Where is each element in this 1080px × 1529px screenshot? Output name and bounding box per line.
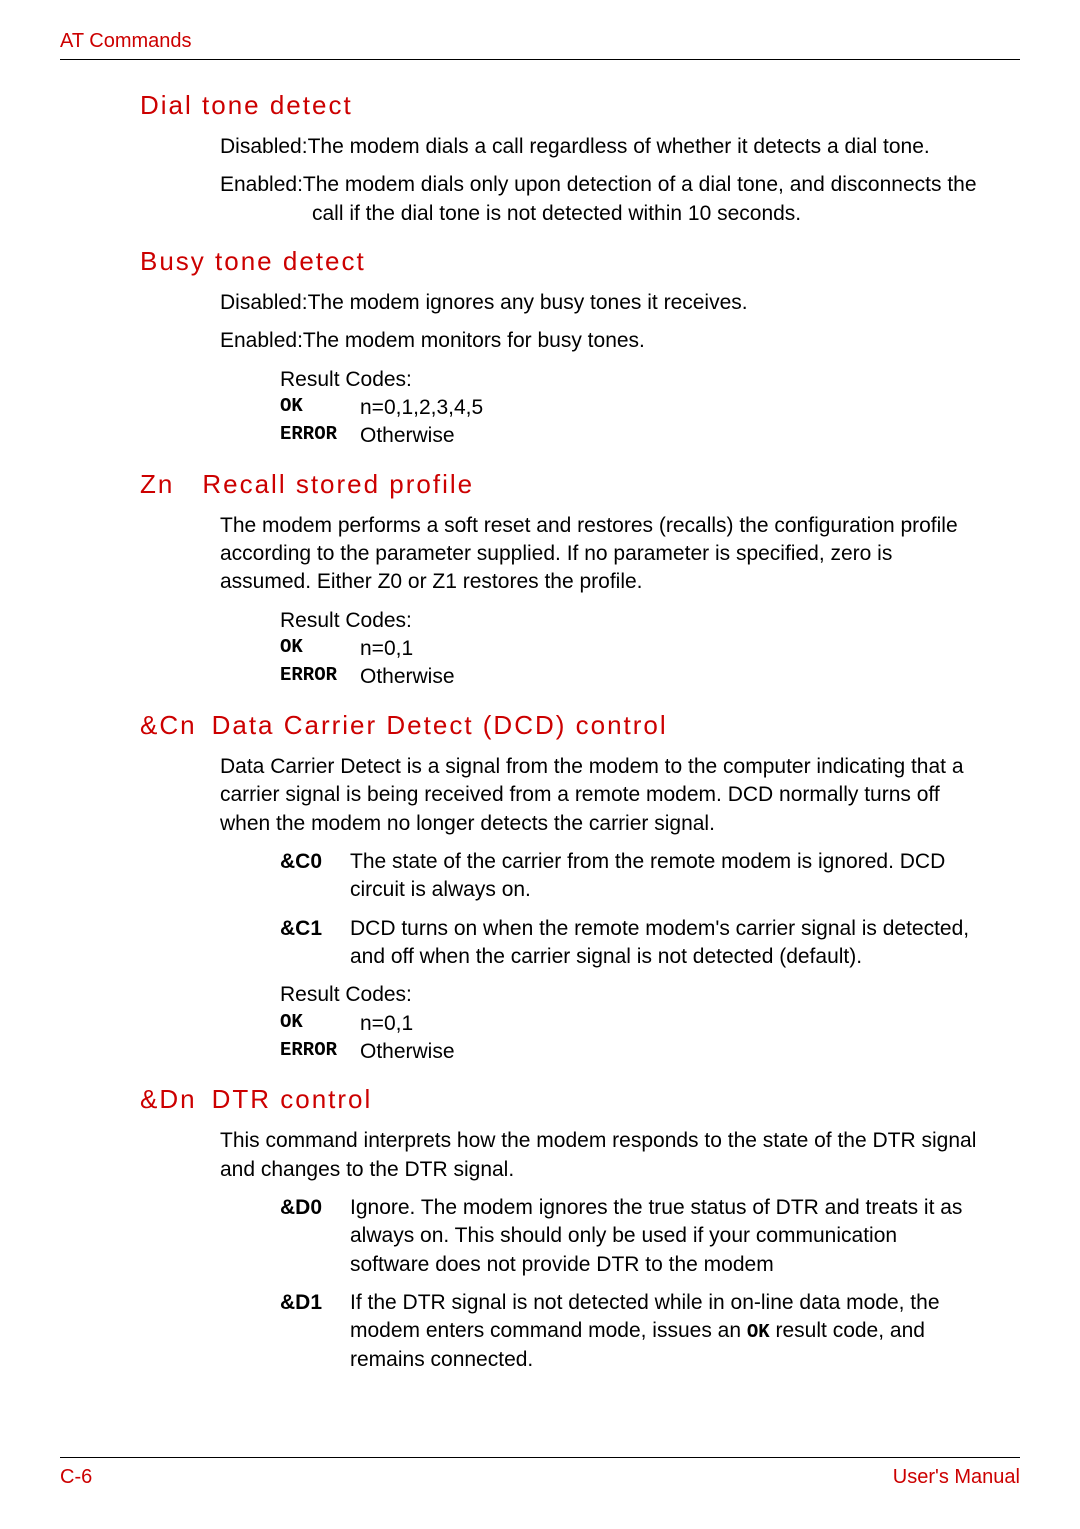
manual-label: User's Manual [893,1466,1020,1489]
cn-err-val: Otherwise [360,1038,455,1066]
dn-body: This command interprets how the modem re… [220,1127,980,1184]
cn-err-code: ERROR [280,1038,360,1066]
cn-opt-key: &C0 [280,848,350,905]
dial-disabled-label: Disabled: [220,135,308,158]
cn-err-row: ERROR Otherwise [280,1038,980,1066]
cn-result: Result Codes: OK n=0,1 ERROR Otherwise [280,981,980,1066]
busy-ok-code: OK [280,394,360,422]
page-number: C-6 [60,1466,92,1489]
busy-enabled-label: Enabled: [220,329,303,352]
zn-result: Result Codes: OK n=0,1 ERROR Otherwise [280,607,980,692]
busy-result: Result Codes: OK n=0,1,2,3,4,5 ERROR Oth… [280,366,980,451]
cn-opt-row: &C1 DCD turns on when the remote modem's… [280,915,980,972]
cn-opt-desc: The state of the carrier from the remote… [350,848,980,905]
cn-ok-val: n=0,1 [360,1010,413,1038]
zn-err-code: ERROR [280,663,360,691]
dn-body-text: This command interprets how the modem re… [220,1127,980,1184]
cn-opt-row: &C0 The state of the carrier from the re… [280,848,980,905]
zn-result-label: Result Codes: [280,607,980,635]
zn-body: The modem performs a soft reset and rest… [220,512,980,597]
zn-body-text: The modem performs a soft reset and rest… [220,512,980,597]
busy-enabled-text: The modem monitors for busy tones. [303,329,645,352]
zn-ok-code: OK [280,635,360,663]
busy-disabled: Disabled:The modem ignores any busy tone… [220,289,980,317]
zn-ok-row: OK n=0,1 [280,635,980,663]
busy-err-code: ERROR [280,422,360,450]
busy-body: Disabled:The modem ignores any busy tone… [220,289,980,356]
dn-opt-desc: If the DTR signal is not detected while … [350,1289,980,1374]
dial-body: Disabled:The modem dials a call regardle… [220,133,980,228]
busy-disabled-text: The modem ignores any busy tones it rece… [308,291,748,314]
cn-ok-code: OK [280,1010,360,1038]
top-rule [60,59,1020,60]
dn-d1-code: OK [747,1321,770,1343]
heading-zn: Zn Recall stored profile [140,469,1020,500]
dn-opt-row-d1: &D1 If the DTR signal is not detected wh… [280,1289,980,1374]
header-label: AT Commands [60,30,1020,53]
busy-err-row: ERROR Otherwise [280,422,980,450]
zn-ok-val: n=0,1 [360,635,413,663]
footer: C-6 User's Manual [60,1457,1020,1489]
dn-opt-key: &D0 [280,1194,350,1279]
busy-ok-row: OK n=0,1,2,3,4,5 [280,394,980,422]
dn-opt-key: &D1 [280,1289,350,1374]
dial-enabled: Enabled:The modem dials only upon detect… [220,171,980,228]
busy-err-val: Otherwise [360,422,455,450]
zn-err-val: Otherwise [360,663,455,691]
cn-result-label: Result Codes: [280,981,980,1009]
dn-options: &D0 Ignore. The modem ignores the true s… [280,1194,980,1374]
cn-opt-desc: DCD turns on when the remote modem's car… [350,915,980,972]
cn-options: &C0 The state of the carrier from the re… [280,848,980,971]
cn-body-text: Data Carrier Detect is a signal from the… [220,753,980,838]
cn-body: Data Carrier Detect is a signal from the… [220,753,980,838]
dn-opt-desc: Ignore. The modem ignores the true statu… [350,1194,980,1279]
dial-enabled-label: Enabled: [220,173,303,196]
dn-opt-row: &D0 Ignore. The modem ignores the true s… [280,1194,980,1279]
dial-enabled-text: The modem dials only upon detection of a… [303,173,977,224]
zn-err-row: ERROR Otherwise [280,663,980,691]
dial-disabled-text: The modem dials a call regardless of whe… [308,135,930,158]
busy-disabled-label: Disabled: [220,291,308,314]
busy-ok-val: n=0,1,2,3,4,5 [360,394,483,422]
dial-disabled: Disabled:The modem dials a call regardle… [220,133,980,161]
busy-enabled: Enabled:The modem monitors for busy tone… [220,327,980,355]
heading-dial-tone: Dial tone detect [140,90,1020,121]
busy-result-label: Result Codes: [280,366,980,394]
heading-dn: &Dn DTR control [140,1084,1020,1115]
cn-opt-key: &C1 [280,915,350,972]
heading-cn: &Cn Data Carrier Detect (DCD) control [140,710,1020,741]
bottom-rule [60,1457,1020,1458]
cn-ok-row: OK n=0,1 [280,1010,980,1038]
heading-busy-tone: Busy tone detect [140,246,1020,277]
